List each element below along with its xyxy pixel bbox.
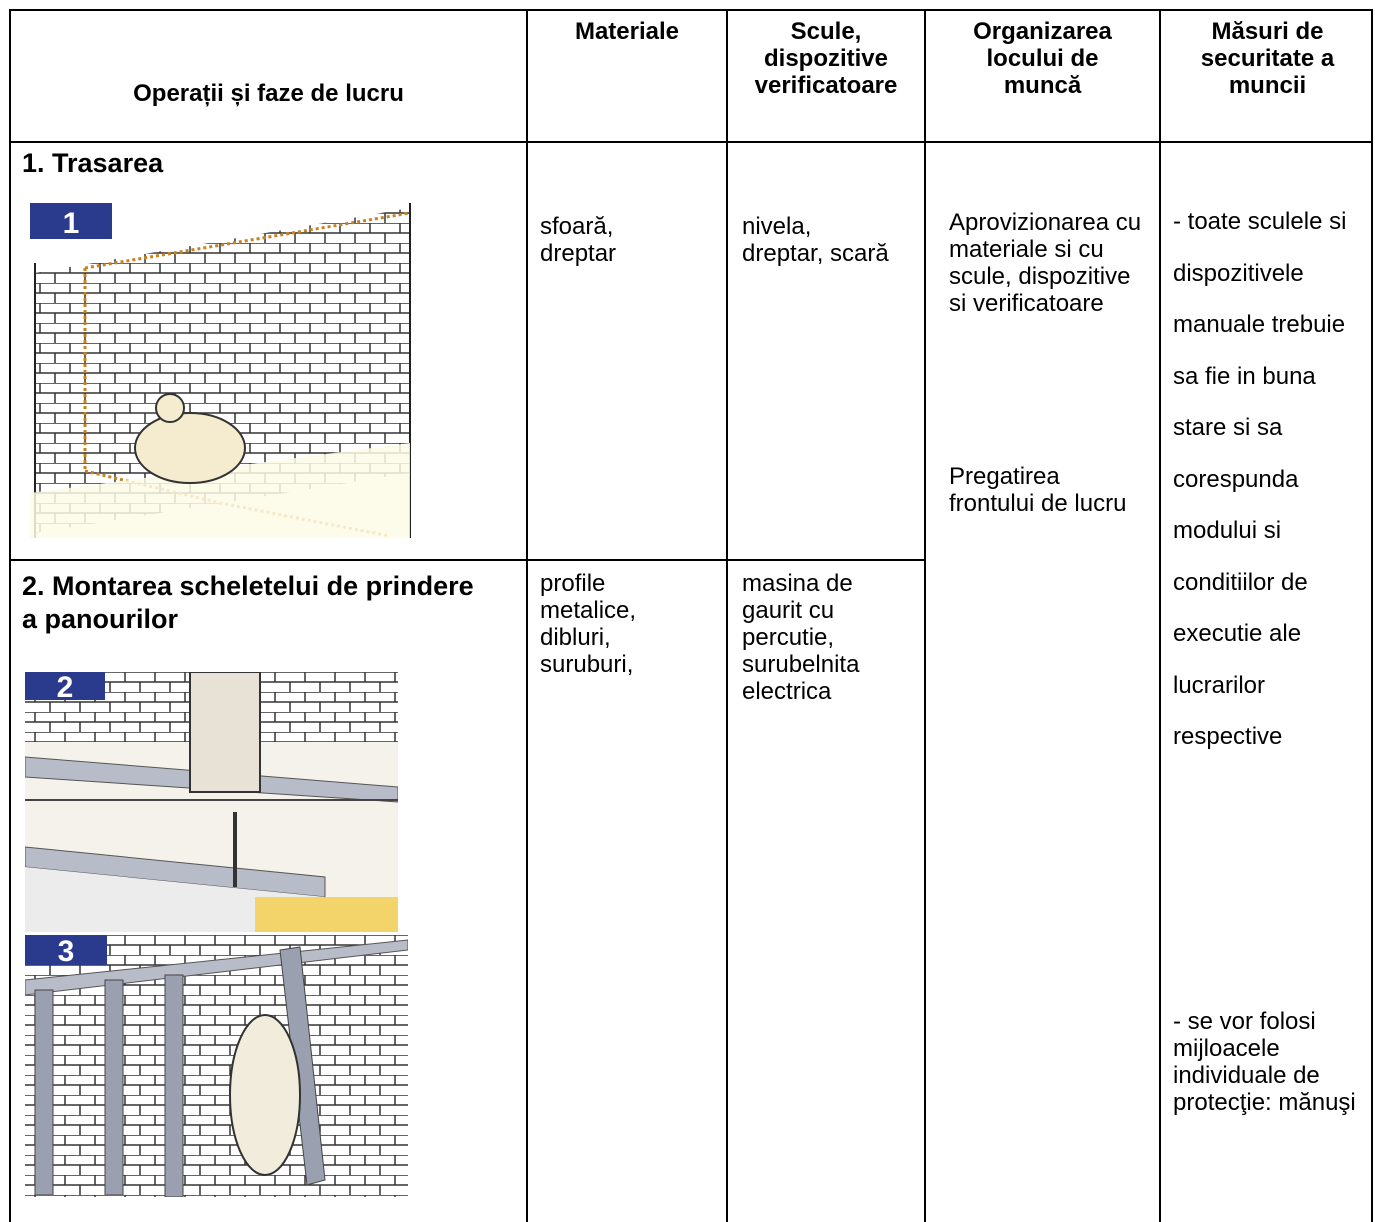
- border: [9, 9, 11, 1222]
- safety: - toate sculele si dispozitivele manuale…: [1173, 208, 1347, 750]
- header-cell: Organizarea locului de muncă: [973, 18, 1112, 99]
- border: [924, 9, 926, 1222]
- materials: sfoară, dreptar: [540, 213, 617, 267]
- image-number: 2: [57, 672, 74, 704]
- border: [526, 9, 528, 1222]
- border: [9, 141, 1373, 143]
- organization: Pregatirea frontului de lucru: [949, 463, 1127, 517]
- illustration: 3: [25, 935, 408, 1197]
- border: [1159, 9, 1161, 1222]
- header-cell: Materiale: [574, 18, 680, 45]
- safety: - se vor folosi mijloacele individuale d…: [1173, 1008, 1356, 1116]
- tools: nivela, dreptar, scară: [742, 213, 889, 267]
- header-cell: Scule, dispozitive verificatoare: [754, 18, 898, 99]
- illustration: 1: [30, 203, 411, 538]
- image-number: 1: [63, 207, 80, 240]
- operation: 2. Montarea scheletelui de prindere a pa…: [22, 571, 474, 634]
- tools: masina de gaurit cu percutie, surubelnit…: [742, 570, 860, 705]
- border: [1371, 9, 1373, 1222]
- image-number: 3: [58, 935, 75, 968]
- organization: Aprovizionarea cu materiale si cu scule,…: [949, 209, 1142, 317]
- border: [726, 9, 728, 1222]
- border: [9, 559, 925, 561]
- border: [9, 9, 1373, 11]
- header-cell: Operații și faze de lucru: [133, 80, 404, 107]
- header-cell: Măsuri de securitate a muncii: [1200, 18, 1335, 99]
- materials: profile metalice, dibluri, suruburi,: [540, 570, 637, 678]
- operation: 1. Trasarea: [22, 148, 164, 178]
- illustration: 2: [25, 672, 398, 932]
